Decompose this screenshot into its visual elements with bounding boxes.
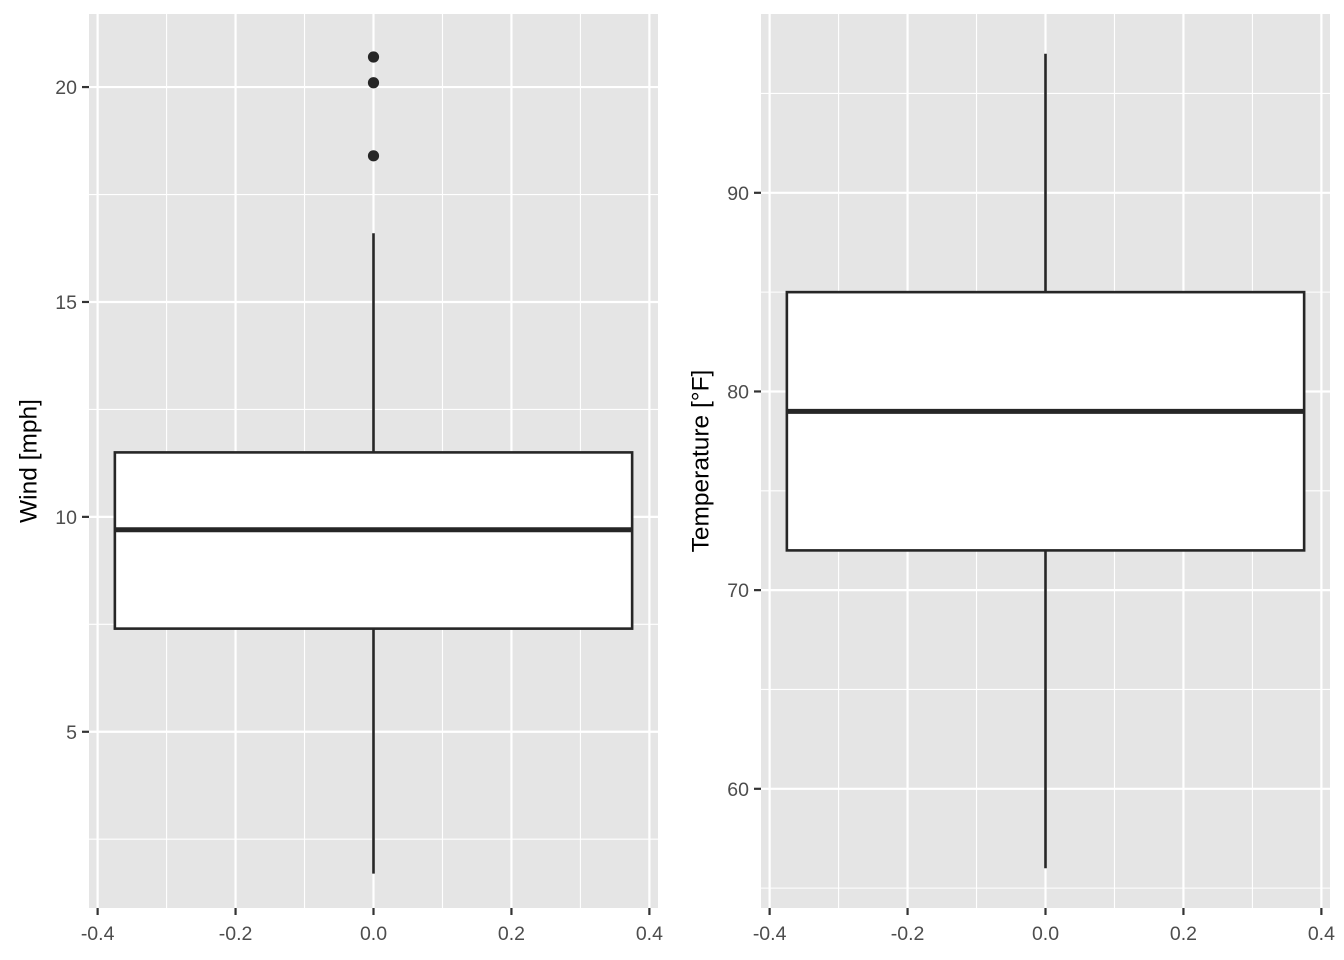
temperature-y-tick-label: 90	[727, 183, 749, 205]
wind-y-tick-label: 10	[55, 507, 77, 529]
wind-y-tick-label: 5	[66, 722, 77, 744]
wind-y-tick-label: 20	[55, 77, 77, 99]
wind-x-tick-label: 0.4	[636, 923, 663, 945]
temperature-y-tick-label: 60	[727, 779, 749, 801]
wind-box	[113, 451, 634, 630]
wind-x-tick-label: 0.0	[360, 923, 387, 945]
wind-x-tick-label: 0.2	[498, 923, 525, 945]
wind-y-tick-label: 15	[55, 292, 77, 314]
temperature-y-tick-label: 70	[727, 580, 749, 602]
temperature-y-tick-label: 80	[727, 381, 749, 403]
temperature-x-tick-label: 0.2	[1170, 923, 1197, 945]
temperature-x-tick-label: -0.2	[891, 923, 925, 945]
temperature-panel: 60 70 80 90 -0.4 -0.2 0.0 0.2 0.4 Temperature [°F…	[688, 14, 1335, 945]
temperature-box	[785, 290, 1306, 552]
wind-outlier-point	[367, 77, 380, 89]
temperature-x-tick-label: 0.4	[1308, 923, 1335, 945]
wind-y-axis-title: Wind [mph]	[16, 399, 43, 523]
wind-panel: 5 10 15 20 -0.4 -0.2 0.0 0.2 0.4 Wind [mph]	[16, 14, 663, 945]
wind-x-tick-label: -0.4	[81, 923, 115, 945]
temperature-y-axis-title: Temperature [°F]	[688, 370, 715, 553]
temperature-x-tick-label: -0.4	[753, 923, 787, 945]
wind-outlier-point	[367, 51, 380, 63]
wind-x-tick-label: -0.2	[219, 923, 253, 945]
wind-outlier-point	[367, 150, 380, 162]
temperature-x-tick-label: 0.0	[1032, 923, 1059, 945]
